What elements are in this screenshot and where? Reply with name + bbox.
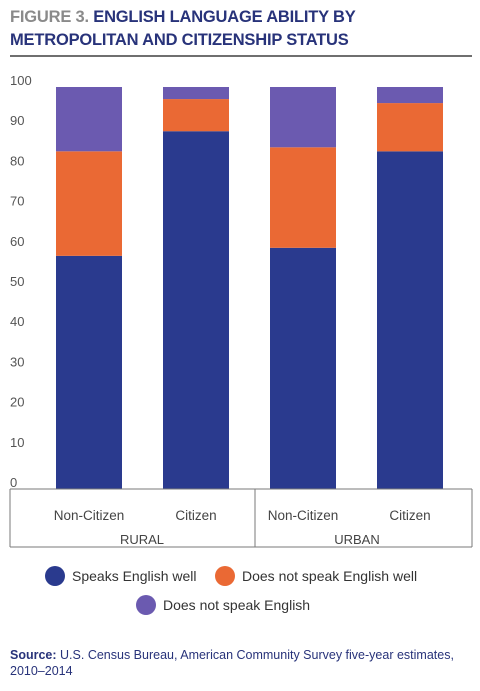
bar-segment (377, 87, 443, 104)
bar-segment (163, 87, 229, 100)
legend-label: Does not speak English (163, 597, 310, 613)
source-note: Source: U.S. Census Bureau, American Com… (10, 647, 472, 679)
bar-segment (163, 131, 229, 489)
group-label: RURAL (120, 532, 164, 547)
bar-segment (377, 151, 443, 489)
y-tick-label: 90 (10, 113, 24, 128)
title-rule (10, 55, 472, 57)
y-tick-label: 0 (10, 475, 17, 490)
x-tick-label: Non-Citizen (268, 508, 339, 523)
y-tick-label: 60 (10, 234, 24, 249)
y-tick-label: 100 (10, 73, 32, 88)
bar-segment (163, 99, 229, 132)
bar-segment (377, 103, 443, 152)
y-tick-label: 50 (10, 274, 24, 289)
stacked-bar-chart: 0 10 20 30 40 50 60 70 80 90 100 Non-Citizen Citizen… (9, 73, 473, 615)
bar-segment (270, 147, 336, 248)
y-tick-label: 30 (10, 354, 24, 369)
bar-segment (56, 151, 122, 256)
title-text: ENGLISH LANGUAGE ABILITY BY METROPOLITAN… (10, 8, 356, 49)
bar-segment (56, 87, 122, 152)
group-label: URBAN (334, 532, 380, 547)
source-label: Source: (10, 648, 57, 662)
legend-label: Does not speak English well (242, 568, 417, 584)
y-tick-label: 80 (10, 153, 24, 168)
y-tick-label: 20 (10, 395, 24, 410)
legend-marker (136, 595, 156, 615)
chart-title: FIGURE 3. ENGLISH LANGUAGE ABILITY BY ME… (10, 6, 472, 52)
y-tick-label: 10 (10, 435, 24, 450)
y-tick-label: 70 (10, 194, 24, 209)
bar-segment (56, 255, 122, 489)
legend-label: Speaks English well (72, 568, 197, 584)
bar-segment (270, 247, 336, 489)
legend-marker (215, 566, 235, 586)
x-tick-label: Citizen (389, 508, 430, 523)
figure-label: FIGURE 3. (10, 8, 89, 26)
bar-segment (270, 87, 336, 148)
legend-marker (45, 566, 65, 586)
source-text: U.S. Census Bureau, American Community S… (10, 648, 454, 678)
y-tick-label: 40 (10, 314, 24, 329)
x-tick-label: Non-Citizen (54, 508, 125, 523)
x-tick-label: Citizen (175, 508, 216, 523)
